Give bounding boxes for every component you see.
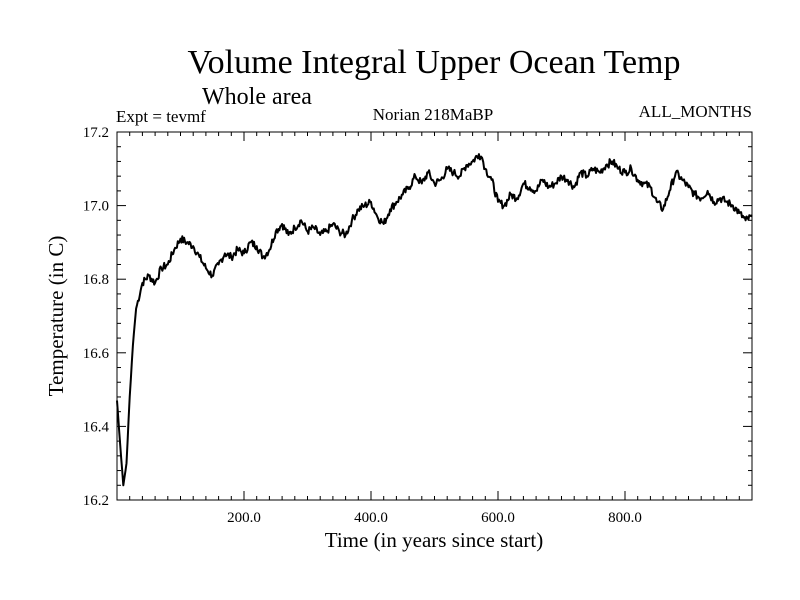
experiment-label: Expt = tevmf: [116, 107, 206, 126]
y-tick-labels: 16.2 16.4 16.6 16.8 17.0 17.2: [83, 125, 110, 509]
chart-title: Volume Integral Upper Ocean Temp: [188, 44, 681, 81]
y-tick-label-16-8: 16.8: [83, 272, 109, 288]
y-tick-label-16-2: 16.2: [83, 493, 109, 509]
x-tick-label-600: 600.0: [481, 510, 515, 526]
y-axis-label: Temperature (in C): [44, 236, 68, 397]
chart-subtitle: Whole area: [202, 84, 312, 110]
x-axis-label: Time (in years since start): [325, 528, 544, 552]
series-line-temperature: [116, 153, 753, 487]
period-label: Norian 218MaBP: [373, 105, 493, 124]
x-tick-label-400: 400.0: [354, 510, 388, 526]
axis-ticks: [117, 132, 752, 500]
x-tick-labels: 200.0 400.0 600.0 800.0: [227, 510, 642, 526]
months-label: ALL_MONTHS: [639, 102, 752, 121]
y-tick-label-16-4: 16.4: [83, 419, 110, 435]
plot-frame: [116, 131, 753, 501]
y-tick-label-17-0: 17.0: [83, 199, 109, 215]
x-tick-label-800: 800.0: [608, 510, 642, 526]
y-tick-label-16-6: 16.6: [83, 346, 110, 362]
y-tick-label-17-2: 17.2: [83, 125, 109, 141]
x-tick-label-200: 200.0: [227, 510, 261, 526]
